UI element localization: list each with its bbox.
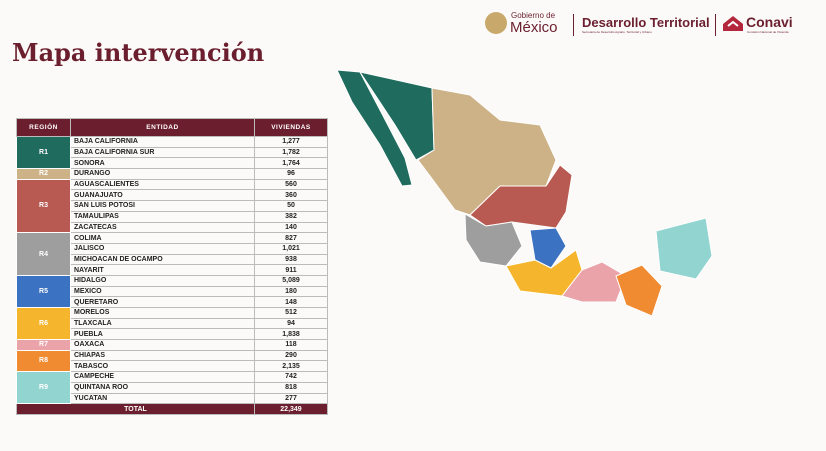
region-cell: R5: [16, 274, 71, 309]
viviendas-cell: 180: [254, 285, 328, 298]
entity-cell: TABASCO: [70, 360, 255, 373]
conavi-logo: [723, 16, 743, 31]
entity-cell: TAMAULIPAS: [70, 210, 255, 223]
viviendas-cell: 818: [254, 381, 328, 394]
entity-cell: JALISCO: [70, 242, 255, 255]
gov-small: Gobierno de: [511, 11, 556, 20]
table-row: R8 CHIAPAS 290: [16, 349, 328, 373]
viviendas-cell: 1,021: [254, 242, 328, 255]
viviendas-cell: 1,782: [254, 146, 328, 159]
entity-cell: CHIAPAS: [70, 349, 255, 362]
gov-big: México: [510, 19, 558, 36]
viviendas-cell: 140: [254, 221, 328, 234]
entity-cell: MORELOS: [70, 307, 255, 319]
region-cell: R3: [16, 178, 71, 234]
region-cell: R1: [16, 135, 71, 170]
viviendas-cell: 911: [254, 264, 328, 276]
entity-cell: SONORA: [70, 157, 255, 170]
entity-cell: GUANAJUATO: [70, 189, 255, 202]
entity-cell: OAXACA: [70, 339, 255, 351]
title: Mapa intervención: [12, 38, 265, 67]
viviendas-cell: 290: [254, 349, 328, 362]
map: [336, 69, 713, 317]
viviendas-cell: 360: [254, 189, 328, 202]
table-row: MICHOACAN DE OCAMPO 938: [17, 253, 328, 266]
entity-cell: CAMPECHE: [70, 371, 255, 383]
table-row: QUERETARO 148: [17, 296, 328, 308]
table-row: NAYARIT 911: [17, 264, 328, 276]
data-table: REGIÓN ENTIDAD VIVIENDAS R1 BAJA CALIFORNIA 1…: [16, 118, 328, 415]
entity-cell: DURANGO: [70, 168, 255, 180]
table-row: R4 COLIMA 827: [16, 232, 328, 276]
conavi-small: Comisión Nacional de Vivienda: [747, 30, 789, 34]
viviendas-cell: 148: [254, 296, 328, 308]
entity-cell: AGUASCALIENTES: [70, 178, 255, 191]
viviendas-cell: 938: [254, 253, 328, 266]
entity-cell: MICHOACAN DE OCAMPO: [70, 253, 255, 266]
column-header: VIVIENDAS: [254, 118, 328, 137]
column-header: ENTIDAD: [70, 118, 255, 137]
entity-cell: YUCATAN: [70, 392, 255, 405]
table-row: R2 DURANGO 96: [16, 168, 328, 180]
viviendas-cell: 118: [254, 339, 328, 351]
entity-cell: PUEBLA: [70, 328, 255, 341]
viviendas-cell: 94: [254, 317, 328, 330]
viviendas-cell: 1,277: [254, 136, 328, 148]
entity-cell: MEXICO: [70, 285, 255, 298]
region-cell: R9: [16, 371, 71, 405]
gov-seal: [485, 12, 507, 34]
table-row: MEXICO 180: [17, 285, 328, 298]
viviendas-cell: 277: [254, 392, 328, 405]
divider: [715, 14, 716, 36]
viviendas-cell: 96: [254, 168, 328, 180]
entity-cell: BAJA CALIFORNIA: [70, 136, 255, 148]
table-row: R9 CAMPECHE 742: [16, 371, 328, 405]
agency: Desarrollo Territorial: [582, 15, 710, 30]
table-row: R6 MORELOS 512: [16, 306, 328, 341]
entity-cell: QUERETARO: [70, 296, 255, 308]
region-cell: R6: [16, 306, 71, 341]
table-row: R5 HIDALGO 5,089: [16, 274, 328, 309]
conavi: Conavi: [746, 14, 793, 30]
region-cell: R2: [16, 168, 71, 180]
total-value: 22,349: [254, 403, 328, 415]
entity-cell: COLIMA: [70, 232, 255, 244]
entity-cell: HIDALGO: [70, 274, 255, 287]
viviendas-cell: 560: [254, 178, 328, 191]
viviendas-cell: 1,838: [254, 328, 328, 341]
entity-cell: BAJA CALIFORNIA SUR: [70, 146, 255, 159]
viviendas-cell: 1,764: [254, 157, 328, 170]
viviendas-cell: 2,135: [254, 360, 328, 373]
divider: [573, 14, 574, 36]
table-row: PUEBLA 1,838: [17, 328, 328, 341]
viviendas-cell: 382: [254, 210, 328, 223]
total-row: TOTAL 22,349: [16, 403, 328, 415]
table-row: YUCATAN 277: [17, 392, 328, 405]
total-label: TOTAL: [16, 403, 255, 415]
region-cell: R7: [16, 339, 71, 351]
viviendas-cell: 5,089: [254, 274, 328, 287]
entity-cell: ZACATECAS: [70, 221, 255, 234]
entity-cell: QUINTANA ROO: [70, 381, 255, 394]
table-row: TABASCO 2,135: [17, 360, 328, 373]
agency-small: Secretaría de Desarrollo Agrario, Territ…: [582, 30, 652, 34]
region-cell: R4: [16, 232, 71, 276]
entity-cell: NAYARIT: [70, 264, 255, 276]
viviendas-cell: 512: [254, 307, 328, 319]
entity-cell: TLAXCALA: [70, 317, 255, 330]
header-row: REGIÓN ENTIDAD VIVIENDAS: [16, 118, 328, 137]
table-row: QUINTANA ROO 818: [17, 381, 328, 394]
column-header: REGIÓN: [16, 118, 71, 137]
viviendas-cell: 50: [254, 200, 328, 212]
table-row: TLAXCALA 94: [17, 317, 328, 330]
viviendas-cell: 742: [254, 371, 328, 383]
table-row: R1 BAJA CALIFORNIA 1,277: [16, 135, 328, 170]
table-row: R3 AGUASCALIENTES 560: [16, 178, 328, 234]
region-cell: R8: [16, 349, 71, 373]
entity-cell: SAN LUIS POTOSI: [70, 200, 255, 212]
table-row: R7 OAXACA 118: [16, 339, 328, 351]
viviendas-cell: 827: [254, 232, 328, 244]
